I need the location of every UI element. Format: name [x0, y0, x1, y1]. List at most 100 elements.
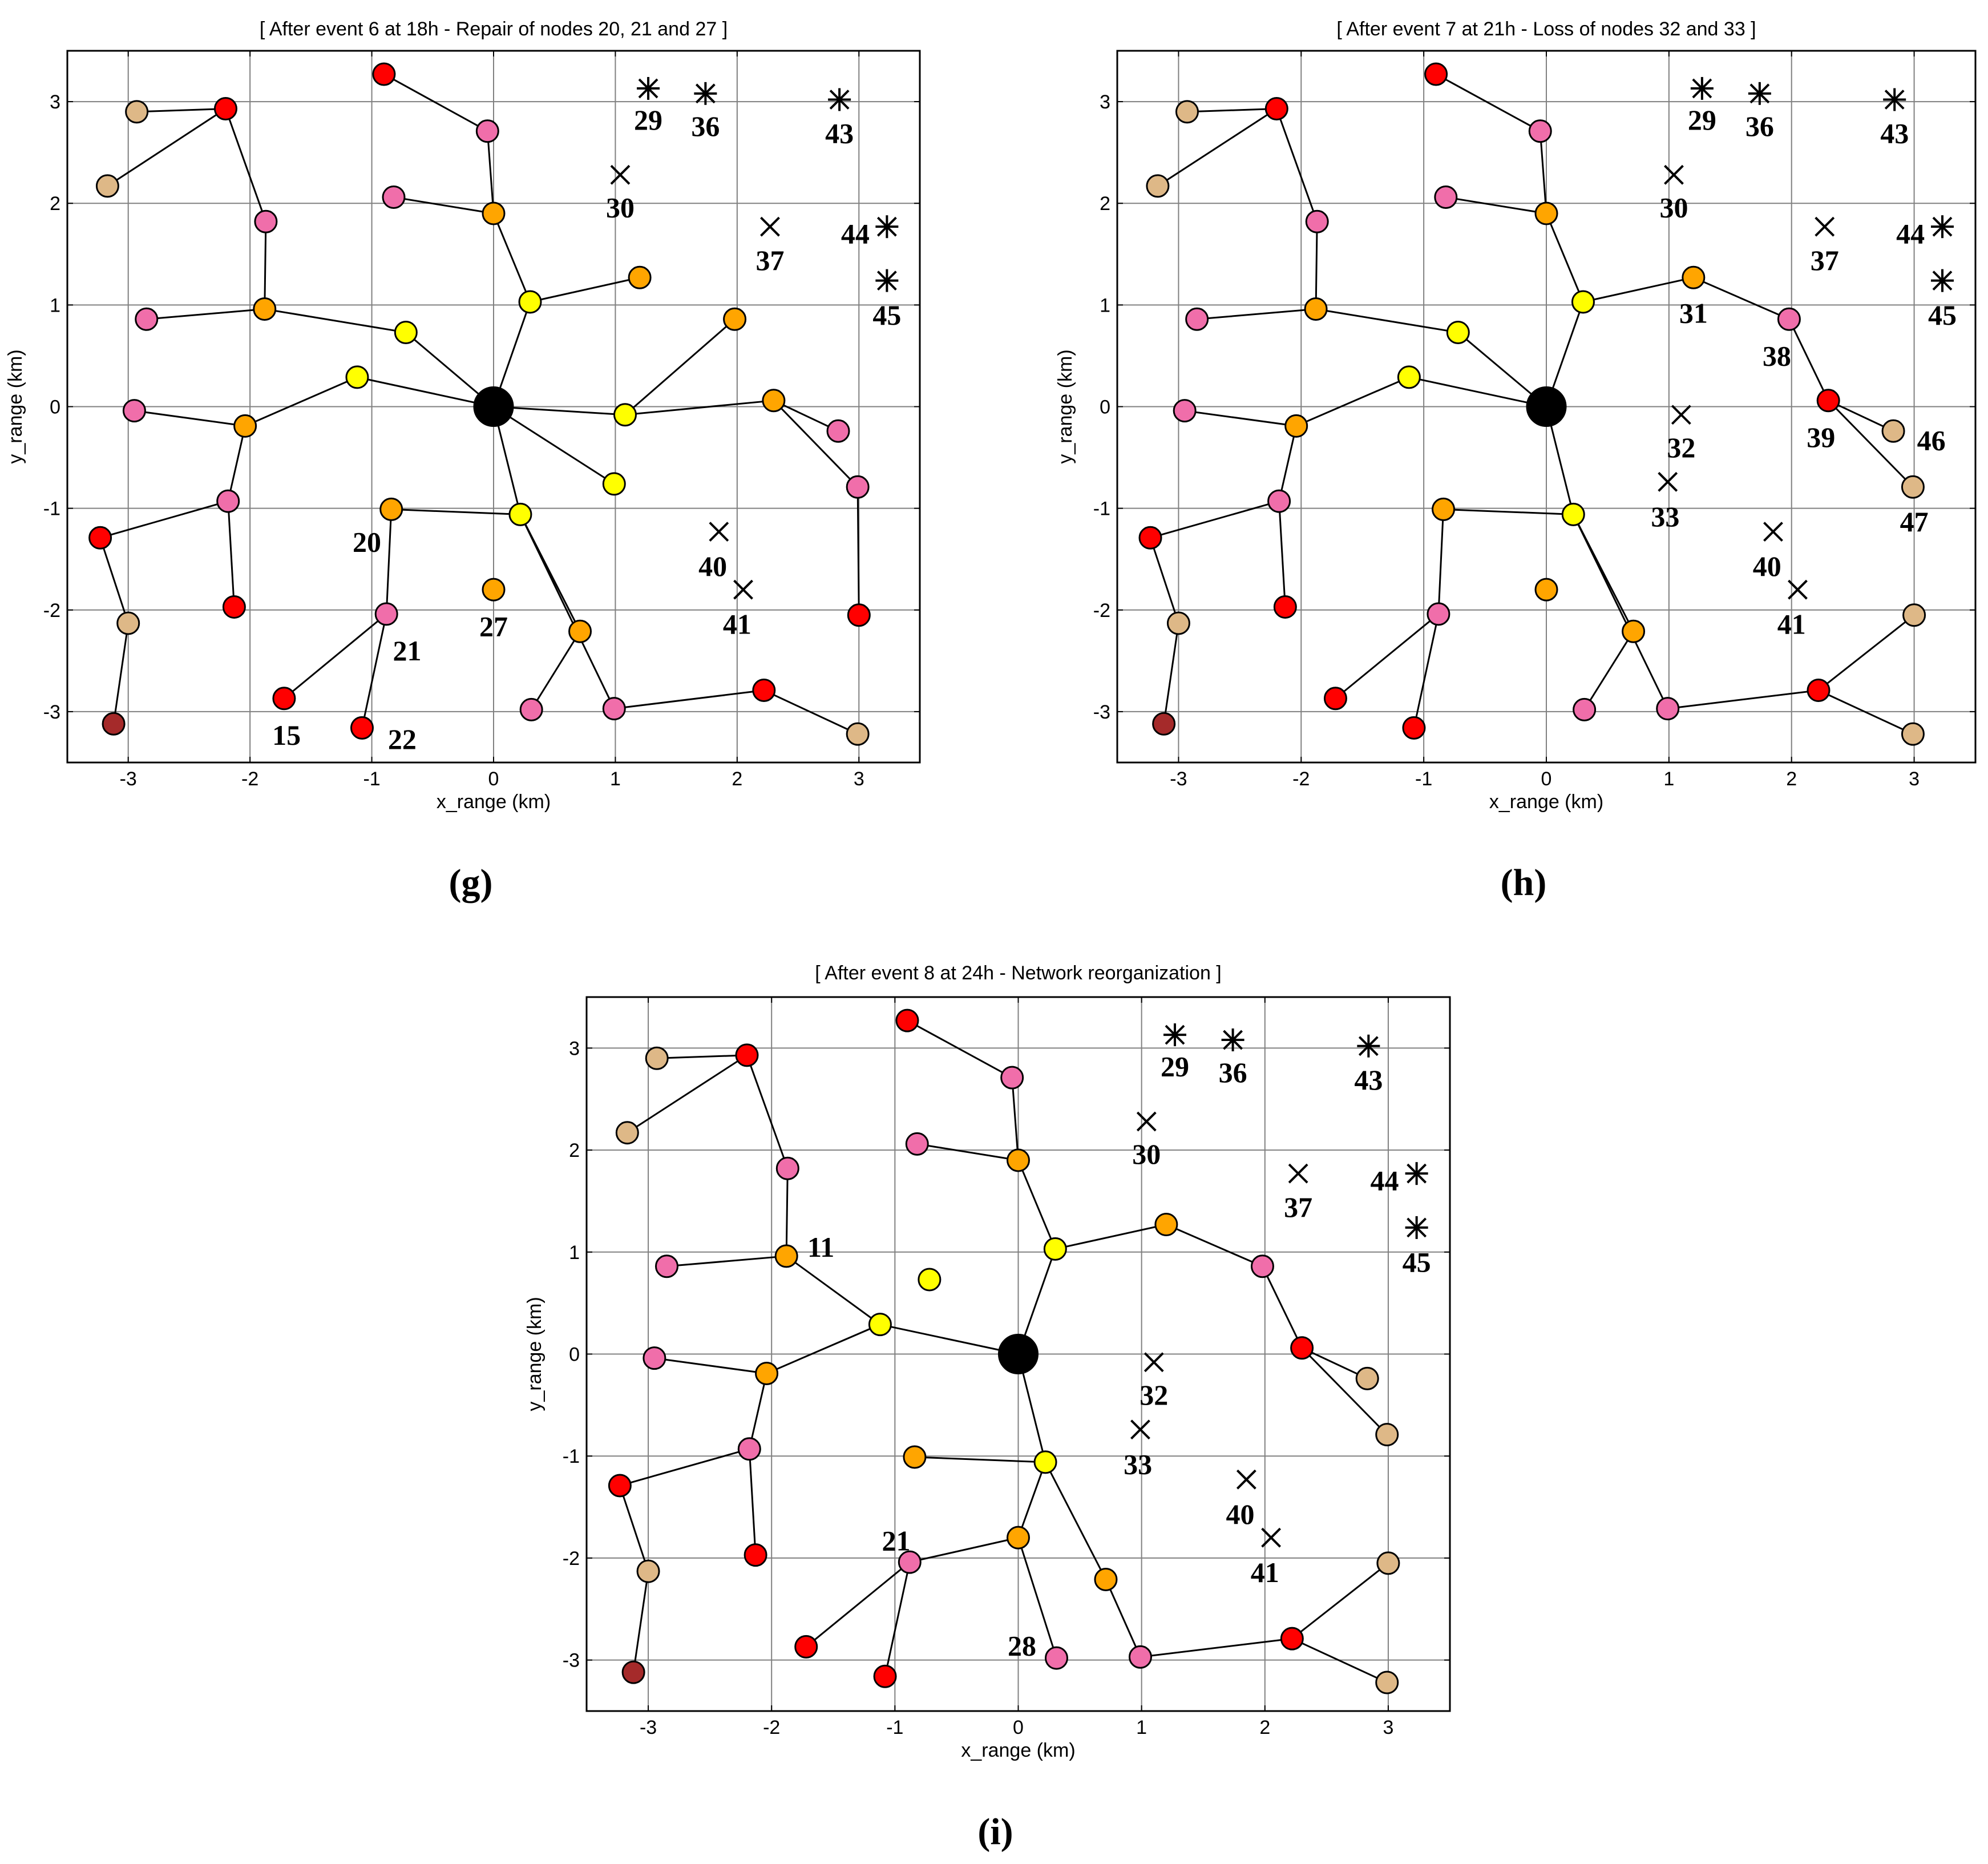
network-link — [666, 1255, 787, 1268]
y-tick-label: 2 — [50, 193, 60, 215]
asterisk-marker — [1930, 215, 1954, 239]
y-tick-label: 1 — [50, 294, 60, 316]
sensor-node — [1267, 489, 1291, 513]
network-link — [1017, 1462, 1046, 1538]
cross-marker — [1261, 1527, 1282, 1548]
y-tick-label: 0 — [1100, 397, 1110, 418]
sensor-node — [608, 1474, 632, 1498]
panel-caption: (h) — [1501, 862, 1547, 903]
sensor-node — [122, 399, 146, 423]
chart-panel-g: [ After event 6 at 18h - Repair of nodes… — [5, 18, 921, 903]
asterisk-marker — [1405, 1216, 1428, 1239]
y-tick-label: -2 — [43, 600, 60, 622]
sensor-node — [95, 174, 119, 198]
sensor-node — [1250, 1254, 1274, 1278]
network-link — [1818, 614, 1915, 691]
sensor-node — [1424, 62, 1448, 86]
sensor-node — [794, 1635, 818, 1659]
sensor-node — [508, 502, 532, 526]
network-link — [1539, 131, 1547, 214]
network-link — [909, 1536, 1019, 1563]
network-link — [1278, 501, 1286, 607]
chart-panel-h: [ After event 7 at 21h - Loss of nodes 3… — [1054, 18, 1977, 903]
x-tick-label: -3 — [1170, 768, 1187, 790]
sensor-node — [602, 472, 626, 496]
x-tick-label: -2 — [1292, 768, 1310, 790]
network-link — [632, 1571, 649, 1673]
node-label: 30 — [1659, 191, 1688, 223]
sensor-node — [1175, 100, 1199, 124]
node-label: 36 — [691, 110, 720, 142]
y-tick-label: -3 — [563, 1650, 580, 1672]
sensor-node — [1185, 307, 1209, 331]
sensor-node — [1166, 611, 1190, 635]
sensor-node — [1000, 1066, 1024, 1090]
x-tick-label: -1 — [363, 768, 380, 790]
node-label: 45 — [872, 299, 901, 331]
sensor-node — [1305, 209, 1329, 233]
sensor-node — [116, 611, 140, 635]
sensor-node — [737, 1437, 761, 1461]
sensor-node — [1094, 1567, 1118, 1591]
asterisk-marker — [1163, 1023, 1187, 1047]
sensor-node — [1881, 419, 1905, 443]
network-link — [383, 73, 488, 132]
cross-marker — [1763, 522, 1783, 542]
sensor-node — [645, 1046, 669, 1070]
cross-marker — [1815, 216, 1835, 237]
network-link — [493, 406, 615, 485]
x-tick-label: 0 — [488, 768, 499, 790]
x-tick-label: 1 — [610, 768, 621, 790]
x-tick-label: -1 — [886, 1717, 903, 1738]
sensor-node — [1534, 201, 1558, 225]
sensor-node — [1284, 414, 1308, 438]
network-link — [107, 108, 227, 187]
cross-marker — [709, 522, 729, 542]
x-tick-label: 1 — [1663, 768, 1674, 790]
sensor-node — [1432, 497, 1456, 521]
network-link — [1150, 500, 1280, 539]
cross-marker — [1788, 579, 1808, 600]
panel-caption: (i) — [977, 1811, 1013, 1853]
network-link — [785, 1168, 789, 1256]
node-label: 40 — [1753, 550, 1781, 582]
sensor-node — [1290, 1336, 1314, 1360]
network-link — [225, 108, 267, 222]
network-link — [907, 1019, 1013, 1079]
x-tick-label: 0 — [1013, 1717, 1024, 1738]
sensor-node — [613, 403, 637, 427]
sensor-node — [1901, 722, 1925, 746]
node-label: 43 — [825, 117, 854, 149]
asterisk-marker — [1748, 82, 1771, 105]
y-tick-label: 3 — [569, 1038, 580, 1059]
network-link — [627, 1054, 747, 1133]
sensor-node — [1375, 1671, 1399, 1694]
network-link — [619, 1485, 649, 1572]
node-label: 32 — [1667, 431, 1695, 463]
x-tick-label: 3 — [1909, 768, 1920, 790]
network-link — [1197, 308, 1316, 320]
x-tick-label: 2 — [732, 768, 742, 790]
y-tick-label: 1 — [1100, 294, 1110, 316]
sensor-node — [1128, 1645, 1152, 1669]
sensor-node — [1045, 1646, 1069, 1670]
sensor-node — [1154, 1213, 1178, 1237]
sensor-node — [475, 119, 499, 143]
network-link — [112, 623, 130, 724]
sensor-node — [253, 297, 277, 321]
x-tick-label: 0 — [1541, 768, 1552, 790]
node-label: 40 — [698, 550, 727, 582]
network-link — [657, 1054, 747, 1059]
network-link — [1011, 1078, 1019, 1161]
network-link — [624, 318, 736, 415]
sensor-node — [1376, 1551, 1400, 1575]
y-tick-label: -1 — [43, 498, 60, 520]
y-tick-label: -2 — [563, 1548, 580, 1570]
network-link — [1828, 400, 1914, 488]
sensor-node — [1323, 687, 1347, 711]
x-tick-label: 2 — [1786, 768, 1797, 790]
asterisk-marker — [1221, 1028, 1244, 1052]
network-link — [99, 537, 130, 624]
network-link — [654, 1357, 767, 1374]
sensor-node — [1571, 290, 1595, 314]
